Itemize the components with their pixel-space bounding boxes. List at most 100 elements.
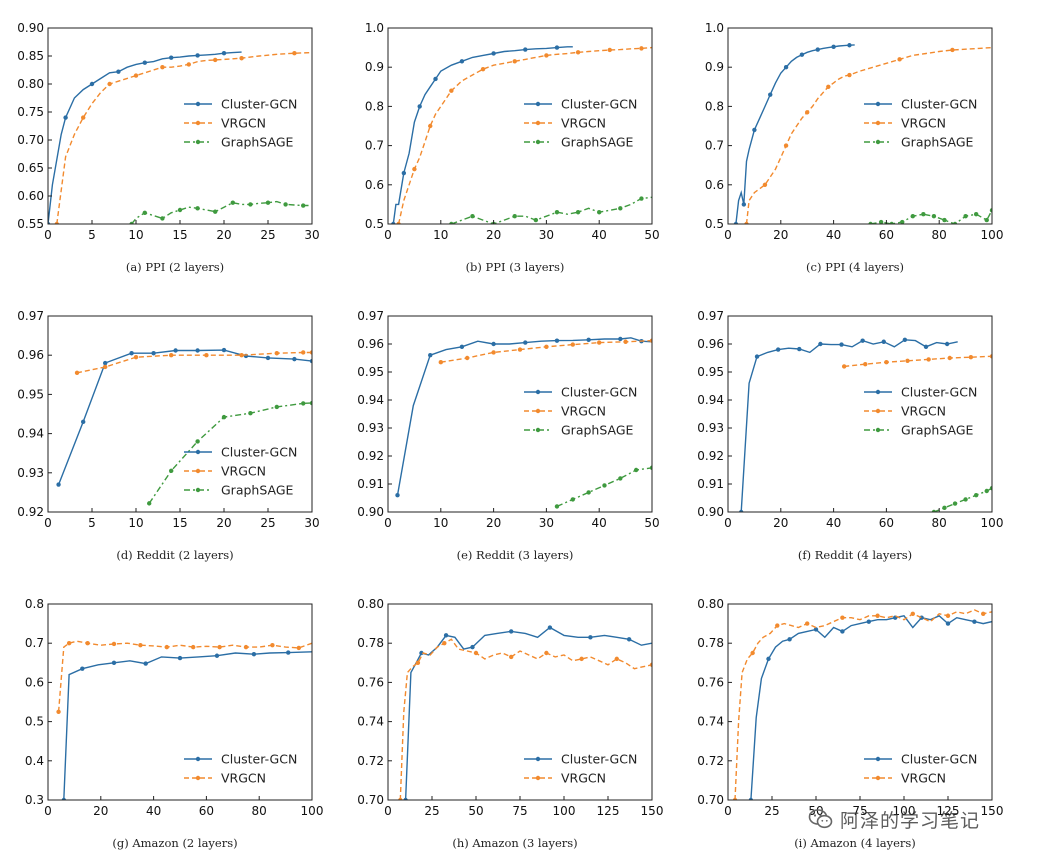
y-tick-label: 0.9 bbox=[365, 60, 384, 74]
legend-marker bbox=[535, 427, 541, 433]
y-tick-label: 0.80 bbox=[697, 597, 724, 611]
x-tick-label: 30 bbox=[304, 228, 319, 242]
series-line bbox=[451, 196, 652, 224]
data-point bbox=[217, 644, 222, 650]
data-point bbox=[147, 501, 152, 506]
watermark: 阿泽的学习笔记 bbox=[808, 804, 1028, 834]
data-point bbox=[805, 621, 810, 626]
data-point bbox=[639, 196, 644, 201]
y-tick-label: 0.92 bbox=[357, 449, 384, 463]
legend-label: VRGCN bbox=[561, 116, 606, 131]
legend-marker bbox=[875, 756, 881, 762]
chart-svg: 0 5 10 15 20 25 30 0.92 0.93 0.94 0.95 0.96 0.97 Clus… bbox=[17, 309, 319, 530]
data-point bbox=[415, 660, 421, 665]
chart-svg: 0 25 50 75 100 125 150 0.70 0.72 0.74 0.76 0.78 0.80… bbox=[697, 597, 1003, 818]
data-point bbox=[48, 221, 51, 224]
x-tick-label: 75 bbox=[852, 804, 867, 818]
legend-marker bbox=[875, 101, 881, 107]
data-point bbox=[143, 661, 148, 666]
legend-label: VRGCN bbox=[221, 464, 266, 479]
legend-marker bbox=[195, 101, 201, 107]
x-tick-label: 50 bbox=[468, 804, 483, 818]
series-line bbox=[745, 46, 992, 224]
watermark-text: 阿泽的学习笔记 bbox=[840, 809, 981, 832]
series-line bbox=[750, 614, 992, 800]
y-tick-label: 1.0 bbox=[365, 21, 384, 35]
chart-svg: 0 20 40 60 80 100 0.5 0.6 0.7 0.8 0.9 1.0 Cluster-GC… bbox=[705, 21, 1004, 242]
series-line bbox=[734, 609, 992, 800]
legend-label: Cluster-GCN bbox=[221, 752, 297, 767]
data-point bbox=[815, 47, 820, 52]
data-point bbox=[396, 221, 401, 224]
chart-panel-3: 0 5 10 15 20 25 30 0.92 0.93 0.94 0.95 0.96 0.97 Clus… bbox=[10, 298, 340, 578]
y-tick-label: 0.95 bbox=[17, 387, 44, 401]
y-tick-label: 0.7 bbox=[705, 139, 724, 153]
legend: Cluster-GCN VRGCN GraphSAGE bbox=[524, 97, 637, 150]
x-tick-label: 0 bbox=[44, 228, 52, 242]
legend-marker bbox=[535, 101, 541, 107]
series-2 bbox=[449, 196, 652, 224]
legend-marker bbox=[195, 120, 201, 126]
data-point bbox=[787, 637, 792, 642]
plot-frame bbox=[727, 315, 993, 513]
data-point bbox=[433, 76, 438, 82]
x-tick-label: 10 bbox=[128, 516, 143, 530]
data-point bbox=[517, 347, 523, 352]
series-line bbox=[440, 339, 652, 363]
y-tick-label: 0.5 bbox=[705, 217, 724, 231]
series-1 bbox=[396, 46, 652, 224]
x-tick-label: 20 bbox=[486, 516, 501, 530]
legend-label: Cluster-GCN bbox=[901, 752, 977, 767]
data-point bbox=[265, 355, 271, 361]
data-point bbox=[160, 65, 165, 70]
data-point bbox=[544, 650, 549, 656]
data-point bbox=[129, 351, 134, 356]
x-tick-label: 100 bbox=[301, 804, 324, 818]
data-point bbox=[963, 497, 968, 502]
legend-marker bbox=[195, 756, 201, 762]
x-tick-label: 30 bbox=[304, 516, 319, 530]
data-point bbox=[195, 53, 200, 58]
y-tick-label: 0.8 bbox=[705, 99, 724, 113]
data-point bbox=[931, 213, 937, 219]
series-line bbox=[740, 339, 958, 512]
series-2 bbox=[868, 208, 992, 224]
data-point bbox=[626, 637, 632, 642]
series-0 bbox=[61, 650, 312, 800]
data-point bbox=[442, 641, 447, 646]
x-tick-label: 30 bbox=[539, 228, 554, 242]
data-point bbox=[910, 611, 915, 616]
data-point bbox=[839, 342, 844, 347]
y-tick-label: 0.74 bbox=[357, 715, 384, 729]
data-point bbox=[602, 483, 607, 488]
chart-svg: 0 5 10 15 20 25 30 0.55 0.60 0.65 0.70 0.75 0.80 0.85… bbox=[17, 21, 319, 242]
data-point bbox=[963, 213, 968, 219]
series-line bbox=[399, 638, 652, 800]
data-point bbox=[66, 641, 72, 646]
data-point bbox=[973, 212, 979, 217]
legend-label: Cluster-GCN bbox=[561, 385, 637, 400]
x-tick-label: 75 bbox=[512, 804, 527, 818]
data-point bbox=[618, 476, 623, 481]
legend-label: GraphSAGE bbox=[561, 135, 634, 150]
x-tick-label: 40 bbox=[592, 516, 607, 530]
data-point bbox=[133, 354, 139, 360]
legend-marker bbox=[535, 408, 541, 414]
series-line bbox=[404, 626, 652, 800]
series-0 bbox=[395, 336, 652, 498]
y-tick-label: 0.7 bbox=[365, 139, 384, 153]
plot-frame bbox=[727, 603, 993, 801]
series-line bbox=[397, 46, 652, 224]
data-point bbox=[239, 56, 244, 61]
legend-marker bbox=[875, 139, 881, 145]
series-line bbox=[392, 46, 573, 224]
x-tick-label: 50 bbox=[808, 804, 823, 818]
x-tick-label: 10 bbox=[433, 228, 448, 242]
series-line bbox=[63, 651, 312, 800]
data-point bbox=[248, 202, 253, 207]
figure-caption: (h) Amazon (3 layers) bbox=[452, 836, 578, 850]
data-point bbox=[512, 59, 517, 64]
y-tick-label: 0.6 bbox=[365, 178, 384, 192]
legend-marker bbox=[195, 775, 201, 781]
